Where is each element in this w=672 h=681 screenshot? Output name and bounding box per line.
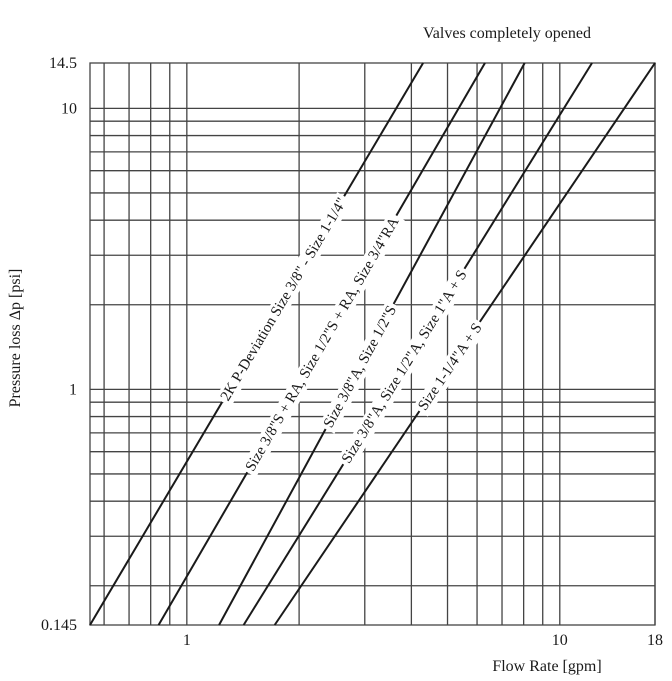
series-label-bg-4: [412, 317, 489, 417]
y-tick-label-0: 0.145: [41, 617, 77, 634]
x-tick-label-2: 18: [647, 632, 663, 649]
series-label-0: 2K P-Deviation Size 3/8" - Size 1-1/4": [218, 195, 351, 404]
y-tick-label-3: 14.5: [49, 55, 77, 72]
series-label-bg-0: [215, 192, 353, 407]
y-tick-label-1: 1: [69, 381, 77, 398]
x-tick-label-1: 10: [552, 632, 568, 649]
series-label-bg-3: [336, 264, 473, 470]
tick-labels: 1 10 18 0.145 1 10 14.5: [41, 55, 663, 649]
y-axis-label: Pressure loss Δp [psi]: [7, 269, 24, 408]
chart-title: Valves completely opened: [423, 25, 591, 42]
series-label-bg-1: [240, 211, 406, 478]
x-tick-label-0: 1: [183, 632, 191, 649]
x-axis-label: Flow Rate [gpm]: [492, 658, 601, 675]
y-tick-label-2: 10: [61, 100, 77, 117]
series-label-bg-2: [318, 300, 403, 434]
series-label-group-0: 2K P-Deviation Size 3/8" - Size 1-1/4": [215, 192, 353, 407]
